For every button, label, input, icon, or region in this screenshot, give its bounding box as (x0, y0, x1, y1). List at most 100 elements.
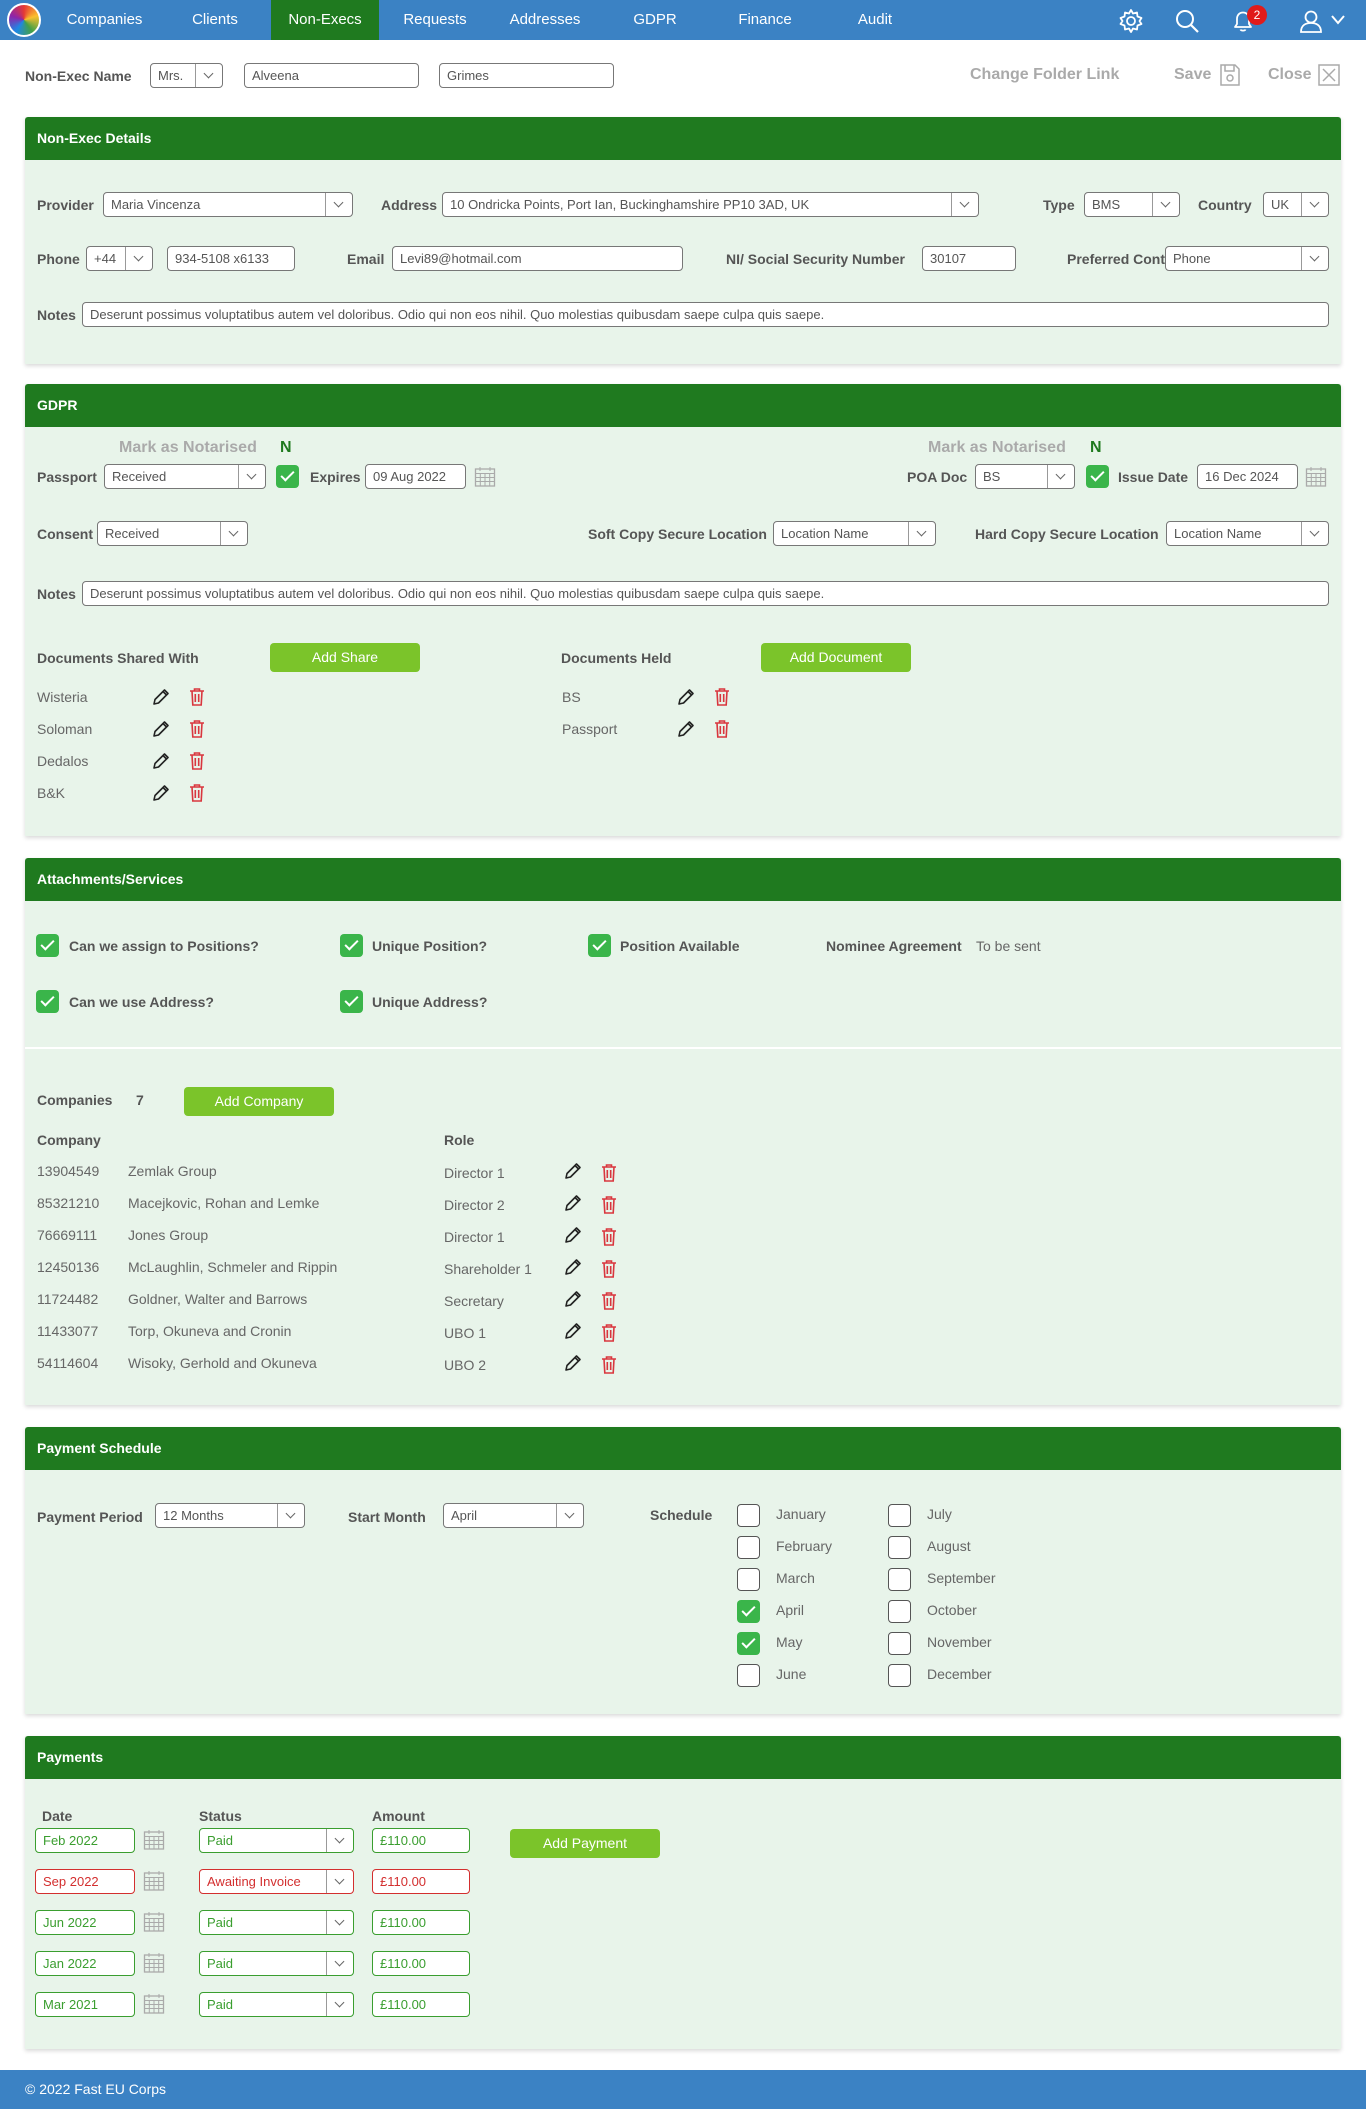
edit-icon[interactable] (563, 1193, 583, 1213)
hard-copy-select[interactable]: Location Name (1166, 521, 1329, 546)
edit-icon[interactable] (151, 751, 171, 771)
calendar-icon[interactable] (143, 1993, 165, 2015)
close-button[interactable]: Close (1268, 66, 1312, 83)
save-icon[interactable] (1219, 63, 1241, 87)
issue-date-input[interactable]: 16 Dec 2024 (1197, 464, 1298, 489)
edit-icon[interactable] (563, 1225, 583, 1245)
payment-date-input[interactable]: Jun 2022 (35, 1910, 135, 1935)
calendar-icon[interactable] (143, 1829, 165, 1851)
poa-notarised-checkbox[interactable] (1086, 465, 1109, 488)
calendar-icon[interactable] (143, 1911, 165, 1933)
payment-status-select[interactable]: Paid (199, 1992, 354, 2017)
month-checkbox-february[interactable] (737, 1536, 760, 1559)
preferred-contact-select[interactable]: Phone (1165, 246, 1329, 271)
delete-icon[interactable] (600, 1259, 618, 1279)
nav-finance[interactable]: Finance (738, 11, 792, 28)
close-icon[interactable] (1318, 64, 1340, 86)
add-document-button[interactable]: Add Document (761, 643, 911, 672)
type-select[interactable]: BMS (1084, 192, 1180, 217)
payment-date-input[interactable]: Mar 2021 (35, 1992, 135, 2017)
calendar-icon[interactable] (143, 1952, 165, 1974)
add-company-button[interactable]: Add Company (184, 1087, 334, 1116)
month-checkbox-june[interactable] (737, 1664, 760, 1687)
delete-icon[interactable] (600, 1195, 618, 1215)
payment-amount-input[interactable]: £110.00 (372, 1992, 470, 2017)
calendar-icon[interactable] (474, 466, 496, 488)
notes-input[interactable]: Deserunt possimus voluptatibus autem vel… (82, 302, 1329, 327)
expires-input[interactable]: 09 Aug 2022 (365, 464, 466, 489)
month-checkbox-march[interactable] (737, 1568, 760, 1591)
edit-icon[interactable] (676, 719, 696, 739)
user-icon[interactable] (1298, 8, 1324, 34)
country-select[interactable]: UK (1263, 192, 1329, 217)
consent-select[interactable]: Received (97, 521, 248, 546)
save-button[interactable]: Save (1174, 66, 1212, 83)
delete-icon[interactable] (188, 719, 206, 739)
payment-status-select[interactable]: Paid (199, 1951, 354, 1976)
change-folder-link-button[interactable]: Change Folder Link (970, 66, 1120, 83)
chevron-down-icon[interactable] (1330, 14, 1346, 26)
ni-input[interactable]: 30107 (922, 246, 1016, 271)
unique-position-checkbox[interactable] (340, 934, 363, 957)
search-icon[interactable] (1174, 8, 1200, 34)
calendar-icon[interactable] (143, 1870, 165, 1892)
assign-positions-checkbox[interactable] (36, 934, 59, 957)
month-checkbox-january[interactable] (737, 1504, 760, 1527)
edit-icon[interactable] (563, 1257, 583, 1277)
month-checkbox-october[interactable] (888, 1600, 911, 1623)
delete-icon[interactable] (600, 1355, 618, 1375)
last-name-input[interactable]: Grimes (439, 63, 614, 88)
position-available-checkbox[interactable] (588, 934, 611, 957)
edit-icon[interactable] (563, 1289, 583, 1309)
payment-date-input[interactable]: Feb 2022 (35, 1828, 135, 1853)
month-checkbox-april[interactable] (737, 1600, 760, 1623)
add-payment-button[interactable]: Add Payment (510, 1829, 660, 1858)
month-checkbox-september[interactable] (888, 1568, 911, 1591)
nav-requests[interactable]: Requests (403, 11, 467, 28)
poa-notarised-value[interactable]: N (1090, 439, 1102, 456)
notes-input[interactable]: Deserunt possimus voluptatibus autem vel… (82, 581, 1329, 606)
notarised-value[interactable]: N (280, 439, 292, 456)
gear-icon[interactable] (1118, 8, 1144, 34)
phone-code-select[interactable]: +44 (86, 246, 153, 271)
payment-date-input[interactable]: Jan 2022 (35, 1951, 135, 1976)
delete-icon[interactable] (713, 687, 731, 707)
delete-icon[interactable] (188, 783, 206, 803)
month-checkbox-may[interactable] (737, 1632, 760, 1655)
add-share-button[interactable]: Add Share (270, 643, 420, 672)
nav-non-execs[interactable]: Non-Execs (271, 0, 379, 40)
passport-notarised-checkbox[interactable] (276, 465, 299, 488)
address-select[interactable]: 10 Ondricka Points, Port Ian, Buckingham… (442, 192, 979, 217)
globe-logo-icon[interactable] (7, 3, 41, 37)
email-input[interactable]: Levi89@hotmail.com (392, 246, 683, 271)
edit-icon[interactable] (151, 687, 171, 707)
start-month-select[interactable]: April (443, 1503, 584, 1528)
edit-icon[interactable] (563, 1161, 583, 1181)
payment-status-select[interactable]: Awaiting Invoice (199, 1869, 354, 1894)
payment-status-select[interactable]: Paid (199, 1910, 354, 1935)
payment-period-select[interactable]: 12 Months (155, 1503, 305, 1528)
soft-copy-select[interactable]: Location Name (773, 521, 936, 546)
delete-icon[interactable] (600, 1163, 618, 1183)
delete-icon[interactable] (713, 719, 731, 739)
edit-icon[interactable] (151, 719, 171, 739)
phone-input[interactable]: 934-5108 x6133 (167, 246, 295, 271)
payment-amount-input[interactable]: £110.00 (372, 1910, 470, 1935)
edit-icon[interactable] (676, 687, 696, 707)
nav-gdpr[interactable]: GDPR (633, 11, 677, 28)
payment-amount-input[interactable]: £110.00 (372, 1828, 470, 1853)
nav-companies[interactable]: Companies (66, 11, 143, 28)
calendar-icon[interactable] (1305, 466, 1327, 488)
delete-icon[interactable] (600, 1291, 618, 1311)
passport-select[interactable]: Received (104, 464, 266, 489)
payment-amount-input[interactable]: £110.00 (372, 1869, 470, 1894)
edit-icon[interactable] (563, 1353, 583, 1373)
delete-icon[interactable] (600, 1227, 618, 1247)
use-address-checkbox[interactable] (36, 990, 59, 1013)
month-checkbox-december[interactable] (888, 1664, 911, 1687)
payment-date-input[interactable]: Sep 2022 (35, 1869, 135, 1894)
nav-addresses[interactable]: Addresses (509, 11, 581, 28)
month-checkbox-november[interactable] (888, 1632, 911, 1655)
nav-audit[interactable]: Audit (857, 11, 893, 28)
payment-status-select[interactable]: Paid (199, 1828, 354, 1853)
